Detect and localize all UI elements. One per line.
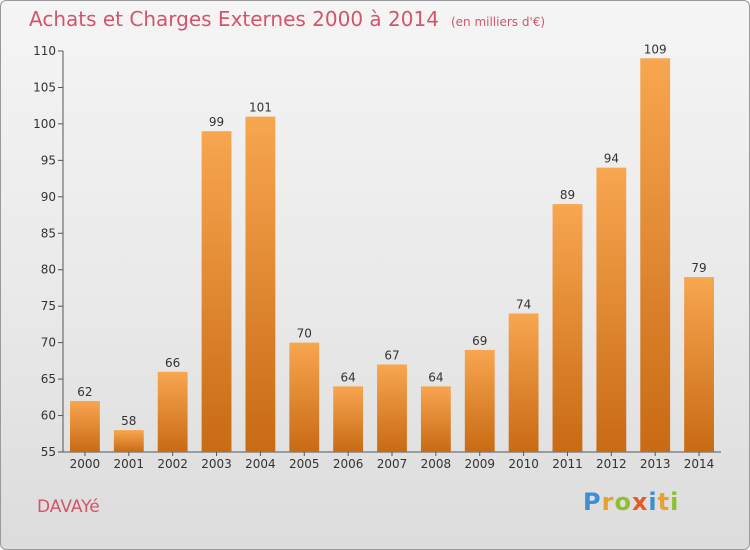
- bar-value-label: 67: [384, 349, 399, 363]
- y-tick-label: 105: [33, 80, 56, 94]
- bar-value-label: 69: [472, 334, 487, 348]
- logo-letter: x: [631, 488, 649, 516]
- bar-value-label: 94: [604, 152, 619, 166]
- bar: [245, 116, 276, 453]
- logo-letter: r: [601, 488, 615, 516]
- bar: [684, 277, 714, 452]
- bar-value-label: 109: [644, 42, 667, 56]
- bar: [640, 58, 671, 453]
- bar: [201, 131, 232, 452]
- bar-value-label: 89: [560, 188, 575, 202]
- y-tick-label: 100: [33, 117, 56, 131]
- bar-value-label: 79: [691, 261, 706, 275]
- bar: [464, 349, 495, 452]
- bar-value-label: 101: [249, 101, 272, 115]
- unit-note: (en milliers d'€): [450, 15, 546, 29]
- commune-name: DAVAYé: [37, 497, 100, 517]
- bar: [113, 430, 144, 452]
- x-tick-label: 2013: [640, 457, 671, 471]
- bar: [70, 400, 100, 452]
- bar-value-label: 70: [297, 327, 312, 341]
- x-tick-label: 2000: [70, 457, 101, 471]
- x-tick-label: 2009: [464, 457, 495, 471]
- bar-value-label: 58: [121, 414, 136, 428]
- y-tick-label: 110: [33, 44, 56, 58]
- x-tick-label: 2014: [684, 457, 715, 471]
- bar: [596, 167, 627, 452]
- bar: [157, 371, 188, 452]
- bar-value-label: 62: [77, 385, 92, 399]
- y-tick-label: 90: [41, 190, 56, 204]
- x-tick-label: 2007: [377, 457, 408, 471]
- y-tick-label: 75: [41, 299, 56, 313]
- bar-value-label: 74: [516, 297, 531, 311]
- x-tick-label: 2012: [596, 457, 627, 471]
- x-tick-label: 2004: [245, 457, 276, 471]
- y-tick-label: 70: [41, 336, 56, 350]
- x-tick-label: 2010: [508, 457, 539, 471]
- bar-value-label: 66: [165, 356, 180, 370]
- bar-value-label: 64: [340, 370, 355, 384]
- bar: [377, 364, 407, 452]
- x-tick-label: 2006: [333, 457, 364, 471]
- x-tick-label: 2011: [552, 457, 583, 471]
- logo-letter: i: [670, 488, 680, 516]
- y-tick-label: 95: [41, 153, 56, 167]
- x-tick-label: 2002: [157, 457, 188, 471]
- bar: [508, 313, 539, 452]
- x-tick-label: 2001: [114, 457, 145, 471]
- bar: [552, 204, 583, 452]
- x-tick-label: 2005: [289, 457, 320, 471]
- proxiti-logo: Proxiti: [583, 488, 679, 516]
- y-tick-label: 65: [41, 372, 56, 386]
- chart-title: Achats et Charges Externes 2000 à 2014 (e…: [29, 7, 546, 31]
- bar: [420, 386, 451, 452]
- y-tick-label: 60: [41, 409, 56, 423]
- bar: [289, 342, 320, 452]
- y-tick-label: 85: [41, 226, 56, 240]
- bar-value-label: 99: [209, 115, 224, 129]
- y-tick-label: 55: [41, 445, 56, 459]
- x-tick-label: 2003: [201, 457, 232, 471]
- logo-letter: i: [648, 488, 658, 516]
- x-tick-label: 2008: [421, 457, 452, 471]
- bar-value-label: 64: [428, 370, 443, 384]
- logo-letter: o: [614, 488, 632, 516]
- logo-letter: t: [657, 488, 671, 516]
- logo-letter: P: [583, 488, 602, 516]
- bar: [333, 386, 364, 452]
- y-tick-label: 80: [41, 263, 56, 277]
